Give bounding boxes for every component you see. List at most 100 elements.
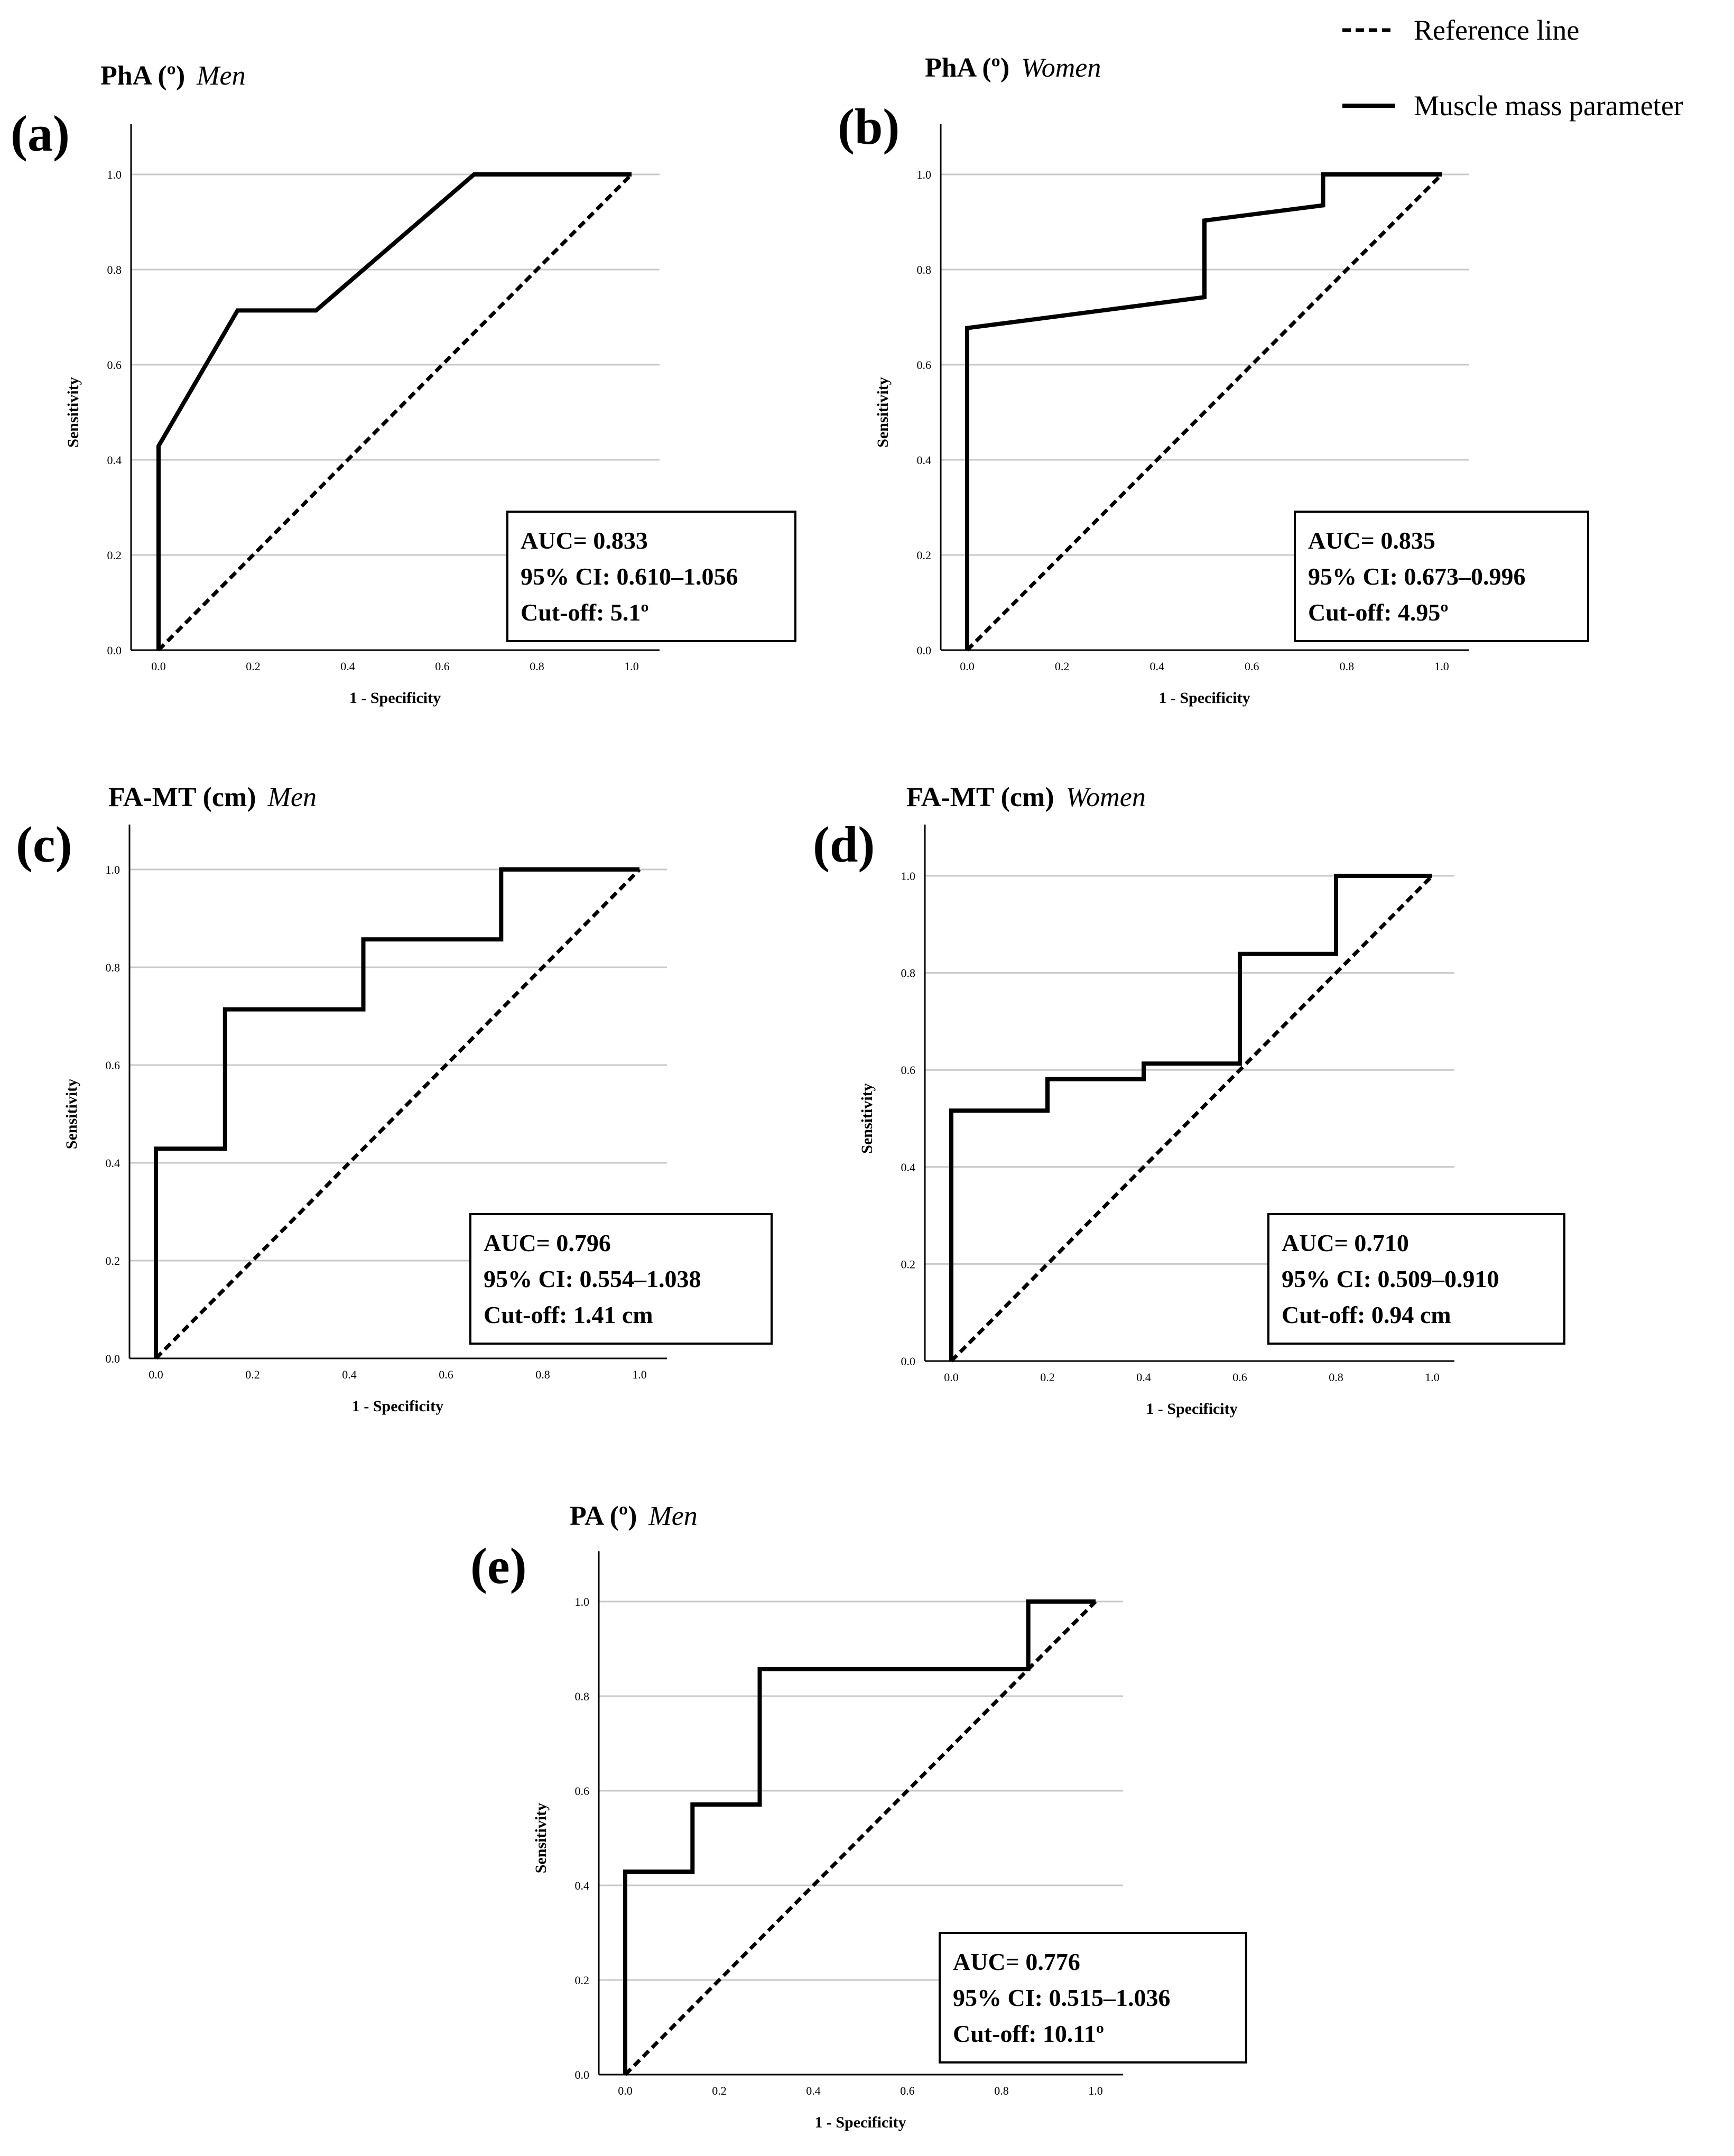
y-tick-label: 0.4 bbox=[106, 1156, 120, 1170]
y-tick-label: 1.0 bbox=[107, 168, 122, 181]
panel-letter: (d) bbox=[813, 816, 875, 873]
x-tick-label: 0.8 bbox=[530, 660, 544, 673]
x-axis-label: 1 - Specificity bbox=[1146, 1400, 1237, 1418]
x-axis-label: 1 - Specificity bbox=[1158, 689, 1250, 707]
x-tick-label: 0.8 bbox=[994, 2084, 1009, 2097]
panel-title-measure: PhA (º) bbox=[100, 61, 185, 91]
x-tick-label: 0.4 bbox=[340, 660, 355, 673]
y-axis-label: Sensitivity bbox=[874, 377, 892, 447]
x-tick-label: 0.2 bbox=[712, 2084, 727, 2097]
y-tick-label: 0.6 bbox=[107, 358, 122, 372]
x-tick-label: 0.2 bbox=[1055, 660, 1070, 673]
x-tick-label: 1.0 bbox=[1088, 2084, 1103, 2097]
reference-line bbox=[624, 1600, 1097, 2076]
roc-curve bbox=[949, 874, 1432, 1361]
roc-panel-3: 0.0 0.2 0.4 0.6 0.8 1.0 0.0 0.2 0.4 0.6 0.8 1.0 1 - … bbox=[16, 782, 773, 1415]
x-tick-label: 1.0 bbox=[1425, 1371, 1440, 1384]
panel-title-measure: FA-MT (cm) bbox=[906, 782, 1054, 812]
y-tick-label: 0.6 bbox=[106, 1059, 120, 1072]
y-tick-label: 0.2 bbox=[901, 1257, 916, 1271]
y-tick-label: 0.6 bbox=[917, 358, 932, 372]
stats-line: Cut-off: 0.94 cm bbox=[1282, 1301, 1451, 1328]
stats-line: Cut-off: 4.95º bbox=[1308, 599, 1449, 626]
x-axis-label: 1 - Specificity bbox=[352, 1398, 443, 1415]
x-tick-label: 0.6 bbox=[900, 2084, 915, 2097]
x-tick-label: 0.2 bbox=[1040, 1371, 1055, 1384]
y-tick-label: 0.0 bbox=[917, 644, 932, 657]
stats-box bbox=[1294, 511, 1589, 642]
stats-line: Cut-off: 10.11º bbox=[953, 2020, 1104, 2047]
stats-line: Cut-off: 1.41 cm bbox=[484, 1301, 653, 1328]
panel-title: PhA (º) Women bbox=[925, 53, 1101, 83]
y-tick-label: 0.4 bbox=[901, 1161, 916, 1174]
panel-title-group: Men bbox=[648, 1501, 697, 1531]
panel-letter: (e) bbox=[470, 1538, 527, 1594]
x-tick-label: 1.0 bbox=[624, 660, 639, 673]
stats-box bbox=[469, 1213, 773, 1345]
x-tick-label: 0.0 bbox=[149, 1368, 163, 1381]
stats-line: AUC= 0.833 bbox=[521, 527, 648, 554]
y-tick-label: 0.6 bbox=[575, 1784, 590, 1798]
y-tick-label: 0.8 bbox=[575, 1690, 590, 1703]
panel-title-group: Women bbox=[1066, 782, 1146, 812]
stats-line: AUC= 0.710 bbox=[1282, 1229, 1409, 1256]
y-tick-label: 0.0 bbox=[575, 2068, 590, 2081]
stats-box bbox=[1267, 1213, 1565, 1345]
y-tick-label: 0.6 bbox=[901, 1063, 916, 1077]
x-tick-label: 0.4 bbox=[342, 1368, 357, 1381]
x-tick-label: 0.8 bbox=[1329, 1371, 1343, 1384]
x-tick-label: 0.4 bbox=[806, 2084, 821, 2097]
roc-panel-1: 0.0 0.2 0.4 0.6 0.8 1.0 0.0 0.2 0.4 0.6 0.8 1.0 1 - … bbox=[11, 61, 796, 707]
y-axis-label: Sensitivity bbox=[858, 1083, 876, 1153]
y-tick-label: 0.8 bbox=[901, 967, 916, 980]
y-axis-label: Sensitivity bbox=[63, 1079, 80, 1149]
panel-letter: (c) bbox=[16, 816, 72, 873]
x-tick-label: 0.2 bbox=[246, 660, 261, 673]
y-tick-label: 0.0 bbox=[106, 1352, 120, 1365]
panel-title-measure: PA (º) bbox=[570, 1501, 637, 1531]
stats-line: AUC= 0.835 bbox=[1308, 527, 1435, 554]
y-tick-label: 0.8 bbox=[106, 961, 120, 974]
roc-curve bbox=[965, 172, 1442, 650]
y-tick-label: 0.4 bbox=[107, 454, 122, 467]
y-tick-label: 0.8 bbox=[917, 263, 932, 276]
reference-line bbox=[157, 173, 633, 652]
x-tick-label: 0.8 bbox=[1340, 660, 1355, 673]
panel-title-measure: FA-MT (cm) bbox=[108, 782, 256, 812]
x-tick-label: 0.6 bbox=[1245, 660, 1259, 673]
stats-line: 95% CI: 0.554–1.038 bbox=[484, 1265, 701, 1292]
stats-line: 95% CI: 0.515–1.036 bbox=[953, 1984, 1170, 2011]
y-tick-label: 0.4 bbox=[917, 454, 932, 467]
stats-line: Cut-off: 5.1º bbox=[521, 599, 649, 626]
stats-line: 95% CI: 0.673–0.996 bbox=[1308, 563, 1525, 590]
stats-line: 95% CI: 0.610–1.056 bbox=[521, 563, 738, 590]
x-tick-label: 0.4 bbox=[1149, 660, 1164, 673]
x-axis-label: 1 - Specificity bbox=[349, 689, 441, 707]
y-tick-label: 0.2 bbox=[917, 549, 932, 562]
reference-line bbox=[154, 868, 641, 1360]
y-tick-label: 0.8 bbox=[107, 263, 122, 276]
x-tick-label: 0.4 bbox=[1136, 1371, 1151, 1384]
stats-box bbox=[939, 1932, 1247, 2064]
roc-panel-5: 0.0 0.2 0.4 0.6 0.8 1.0 0.0 0.2 0.4 0.6 0.8 1.0 1 - … bbox=[470, 1501, 1247, 2131]
panel-title-measure: PhA (º) bbox=[925, 53, 1009, 83]
x-tick-label: 0.0 bbox=[151, 660, 166, 673]
x-tick-label: 1.0 bbox=[1434, 660, 1449, 673]
y-tick-label: 0.0 bbox=[901, 1355, 916, 1368]
x-axis-label: 1 - Specificity bbox=[814, 2114, 906, 2131]
panel-title: PA (º) Men bbox=[570, 1501, 698, 1531]
x-tick-label: 0.2 bbox=[245, 1368, 260, 1381]
y-tick-label: 0.4 bbox=[575, 1879, 590, 1892]
x-tick-label: 0.8 bbox=[535, 1368, 550, 1381]
y-tick-label: 1.0 bbox=[917, 168, 932, 181]
panel-title-group: Men bbox=[267, 782, 317, 812]
roc-curve bbox=[154, 867, 639, 1358]
x-tick-label: 0.6 bbox=[1232, 1371, 1247, 1384]
panels: 0.0 0.2 0.4 0.6 0.8 1.0 0.0 0.2 0.4 0.6 0.8 1.0 1 - … bbox=[11, 53, 1589, 2131]
roc-curve bbox=[156, 172, 632, 650]
y-tick-label: 0.0 bbox=[107, 644, 122, 657]
y-tick-label: 1.0 bbox=[901, 869, 916, 883]
legend-curve-label: Muscle mass parameter bbox=[1414, 90, 1683, 122]
y-tick-label: 0.2 bbox=[575, 1974, 590, 1987]
stats-box bbox=[506, 511, 796, 642]
